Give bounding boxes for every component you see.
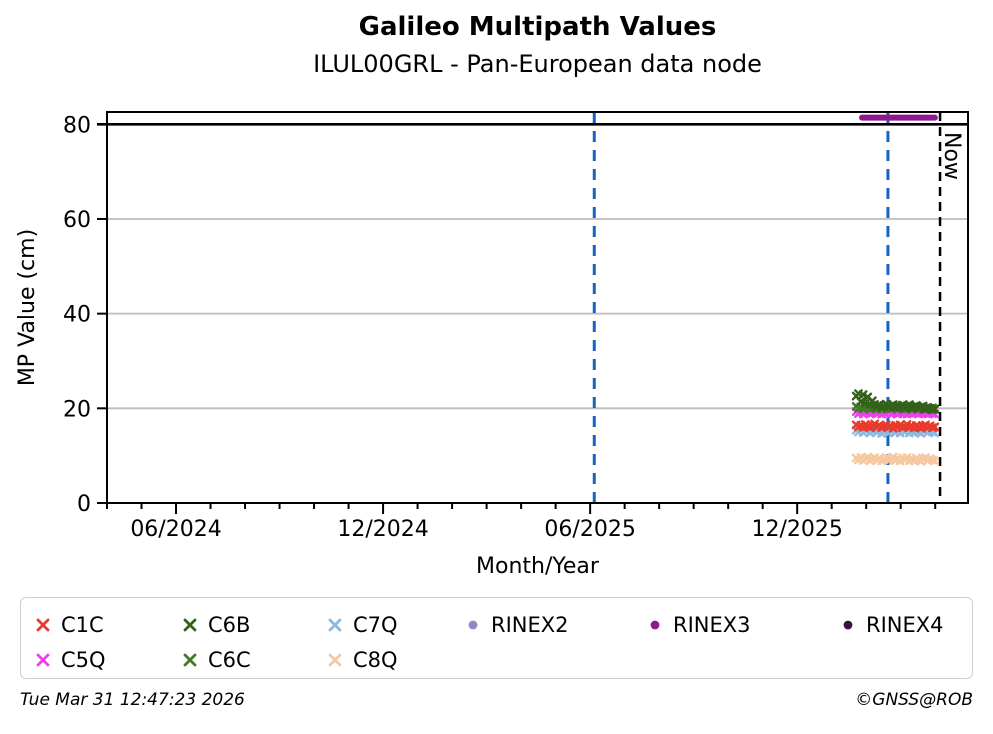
legend-label: RINEX4 [866,612,944,637]
rinex4-marker-icon [843,620,853,629]
y-tick-label: 20 [63,397,91,422]
C1C-point [930,422,940,432]
legend-label: RINEX2 [491,612,569,637]
x-tick-label: 12/2024 [337,517,428,542]
rinex2-marker-icon [468,620,478,629]
x-axis-label: Month/Year [476,554,600,579]
c6b-marker-icon [183,618,197,631]
y-tick-label: 60 [63,208,91,233]
x-tick-label: 06/2025 [544,517,635,542]
legend-item-c6c: C6C [182,648,327,672]
legend-item-c8q: C8Q [327,648,465,672]
legend-item-c6b: C6B [182,613,327,637]
chart-header: Galileo Multipath Values ILUL00GRL - Pan… [107,12,968,79]
series-C8Q [851,452,940,466]
chart-title: Galileo Multipath Values [358,12,717,42]
legend-item-rinex3: RINEX3 [647,613,840,637]
legend-label: C7Q [353,612,398,637]
c7q-marker-icon [328,618,342,631]
c5q-marker-icon [36,653,50,666]
legend-item-c7q: C7Q [327,613,465,637]
y-tick-label: 40 [63,303,91,328]
legend-label: C8Q [353,647,398,672]
legend-row: C1C C6B C7Q RINEX2 RINEX3 RINEX4 [35,607,972,642]
legend-item-c1c: C1C [35,613,182,637]
legend-label: RINEX3 [673,612,751,637]
x-tick-label: 06/2024 [130,517,221,542]
series-C1C [851,419,940,433]
legend-item-c5q: C5Q [35,648,182,672]
plot-border [106,111,969,504]
rinex3-marker-icon [650,620,660,629]
legend-item-rinex2: RINEX2 [465,613,647,637]
c8q-marker-icon [328,653,342,666]
chart-subtitle: ILUL00GRL - Pan-European data node [313,50,762,79]
C6B-point [858,390,868,399]
y-axis-label: MP Value (cm) [15,229,40,386]
legend-label: C6B [208,612,251,637]
C8Q-point [930,456,940,466]
legend-label: C1C [61,612,104,637]
footer-timestamp: Tue Mar 31 12:47:23 2026 [20,690,245,710]
C6B-point [930,404,940,414]
legend-label: C6C [208,647,251,672]
c1c-marker-icon [36,618,50,631]
legend: C1C C6B C7Q RINEX2 RINEX3 RINEX4 C5Q C6C C8Q [20,597,973,679]
y-tick-label: 80 [63,113,91,138]
C7Q-point [930,428,940,438]
x-tick-label: 12/2025 [751,517,842,542]
c6c-marker-icon [183,653,197,666]
plot-area: 0 20 40 60 80 06/2024 12/2024 06/2025 12/2025 Now… [15,111,969,579]
footer: Tue Mar 31 12:47:23 2026 ©GNSS@ROB [20,690,973,710]
legend-item-rinex4: RINEX4 [840,613,990,637]
series-C6B [851,389,940,415]
footer-credit: ©GNSS@ROB [855,690,973,710]
legend-label: C5Q [61,647,106,672]
legend-row: C5Q C6C C8Q [35,642,972,677]
now-label: Now [939,132,964,180]
y-tick-label: 0 [77,492,91,517]
